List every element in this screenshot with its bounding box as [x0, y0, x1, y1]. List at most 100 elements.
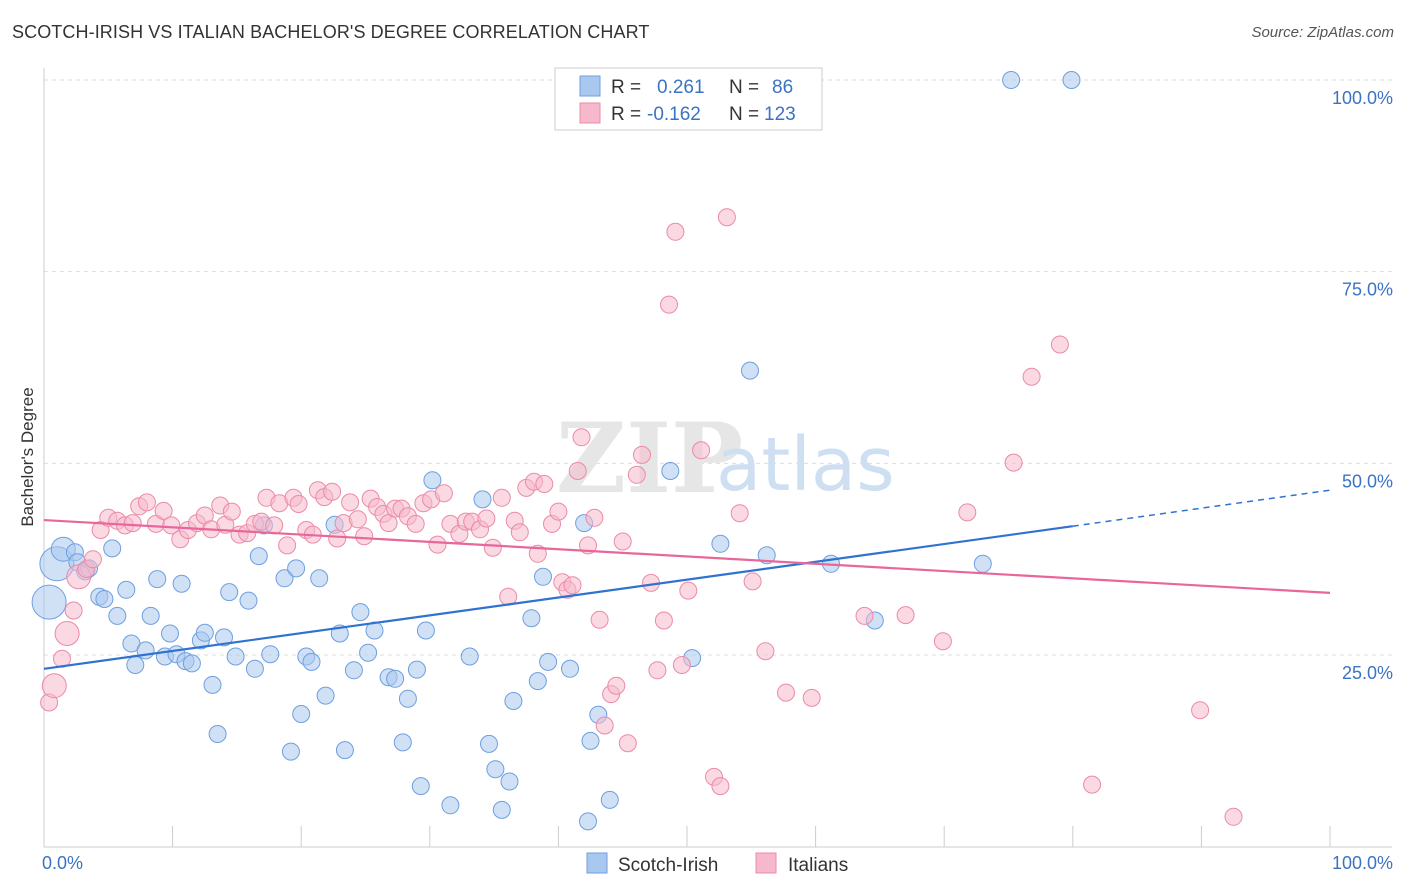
italians-point	[64, 601, 83, 620]
italians-point	[679, 581, 698, 600]
scotch-irish-point	[103, 539, 122, 558]
watermark-atlas: atlas	[716, 422, 895, 508]
scotch-irish-trend-line	[43, 525, 1073, 670]
scotch-irish-point	[441, 796, 460, 815]
source-label: Source: ZipAtlas.com	[1251, 24, 1394, 41]
scotch-irish-point	[973, 554, 992, 573]
legend-n-value-2: 123	[764, 104, 796, 125]
legend-r-label-1: R =	[611, 77, 641, 98]
scotch-irish-point	[344, 661, 363, 680]
trend-lines	[43, 489, 1331, 670]
scotch-irish-point	[141, 606, 160, 625]
watermark: ZIP atlas	[556, 402, 895, 515]
italians-point	[328, 529, 347, 548]
scotch-irish-point	[287, 559, 306, 578]
italians-point	[777, 683, 795, 702]
italians-point	[1224, 807, 1243, 826]
italians-point	[666, 222, 685, 241]
scotch-irish-point	[95, 590, 114, 608]
italians-point	[1083, 775, 1102, 794]
italians-point	[568, 462, 587, 480]
y-tick-label-100: 100.0%	[1332, 88, 1393, 108]
bottom-legend-swatch-scotch-irish	[586, 852, 608, 874]
scotch-irish-point	[1002, 71, 1021, 89]
italians-point	[510, 523, 529, 542]
scotch-irish-point	[579, 812, 597, 831]
scotch-irish-point	[398, 689, 417, 708]
x-ticks	[43, 826, 1331, 847]
italians-point	[123, 514, 142, 533]
chart-title: SCOTCH-IRISH VS ITALIAN BACHELOR'S DEGRE…	[12, 22, 650, 42]
scotch-irish-point	[220, 583, 239, 602]
scotch-irish-point	[757, 546, 776, 565]
x-tick-label-min: 0.0%	[42, 853, 83, 873]
italians-point	[590, 610, 609, 629]
y-tick-labels: 25.0% 50.0% 75.0% 100.0%	[1332, 88, 1393, 683]
bottom-legend-swatch-italians	[755, 852, 777, 874]
italians-point	[855, 606, 874, 625]
italians-point	[265, 516, 284, 535]
scotch-irish-point	[473, 490, 492, 509]
scotch-irish-point	[261, 645, 280, 664]
italians-point	[618, 734, 637, 753]
y-tick-label-25: 25.0%	[1342, 663, 1393, 683]
scotch-irish-point	[310, 569, 329, 588]
y-tick-label-50: 50.0%	[1342, 471, 1393, 491]
legend-n-label-2: N =	[729, 104, 759, 125]
scotch-irish-point	[302, 652, 321, 671]
scotch-irish-point	[416, 621, 435, 640]
italians-point	[607, 676, 626, 695]
italians-point	[162, 516, 181, 535]
scotch-irish-trend-extension	[1072, 489, 1331, 527]
scotch-irish-point	[480, 734, 498, 753]
italians-point	[711, 777, 730, 796]
scotch-irish-point	[411, 777, 430, 796]
scotch-irish-point	[661, 462, 680, 480]
legend-r-value-2: -0.162	[647, 104, 701, 125]
italians-point	[1050, 335, 1069, 354]
bottom-legend: Scotch-Irish Italians	[586, 852, 848, 876]
bottom-legend-label-italians: Italians	[788, 855, 848, 876]
italians-trend-line	[43, 518, 1331, 594]
scotch-irish-point	[486, 760, 505, 779]
italians-point	[585, 508, 604, 527]
italians-point	[278, 536, 297, 555]
italians-point	[743, 572, 762, 591]
italians-point	[355, 527, 374, 546]
italians-point	[528, 544, 547, 563]
italians-point	[672, 656, 691, 674]
legend-swatch-italians	[579, 102, 601, 124]
scotch-irish-point	[226, 647, 245, 666]
scotch-irish-point	[316, 686, 335, 705]
italians-point	[406, 514, 425, 533]
scotch-irish-point	[423, 471, 442, 490]
italians-point	[348, 510, 367, 529]
legend-n-value-1: 86	[772, 77, 793, 98]
italians-point	[323, 482, 342, 501]
scotch-irish-point	[711, 534, 730, 553]
italians-point	[933, 632, 952, 651]
legend-r-label-2: R =	[611, 104, 641, 125]
italians-point	[633, 445, 651, 464]
italians-point	[717, 208, 736, 227]
scotch-irish-point	[581, 731, 600, 750]
italians-point	[613, 532, 632, 551]
italians-point	[154, 501, 173, 520]
italians-point	[535, 475, 554, 493]
scotch-irish-point	[172, 574, 191, 593]
scotch-irish-point	[386, 669, 405, 688]
scotch-irish-point	[108, 606, 127, 625]
scotch-irish-point	[126, 656, 145, 674]
scotch-irish-point	[208, 725, 227, 743]
italians-point	[1191, 701, 1210, 720]
legend-r-value-1: 0.261	[657, 77, 705, 98]
italians-point	[428, 535, 447, 554]
italians-point	[222, 502, 241, 521]
scotch-irish-point	[249, 547, 268, 566]
scotch-irish-point	[275, 569, 294, 588]
x-tick-label-max: 100.0%	[1332, 853, 1393, 873]
italians-point	[1004, 453, 1023, 472]
y-axis-label: Bachelor's Degree	[18, 387, 37, 526]
scotch-irish-point	[504, 692, 523, 710]
